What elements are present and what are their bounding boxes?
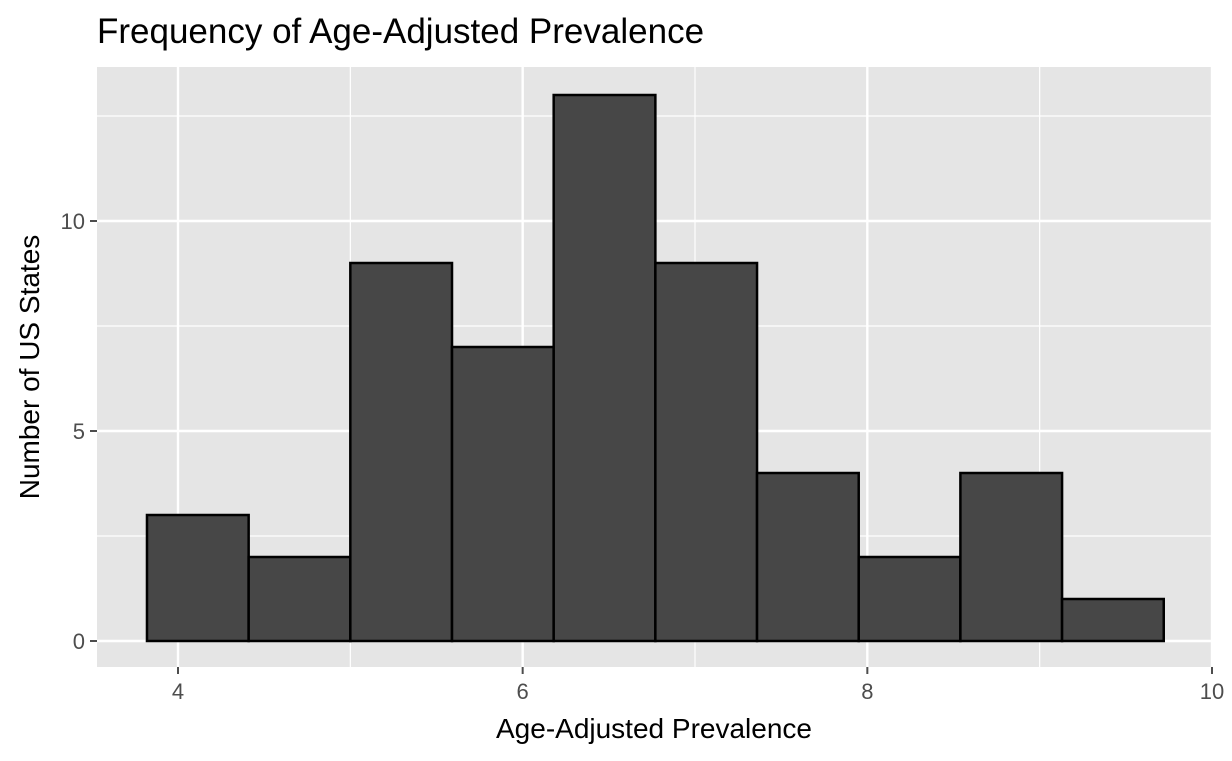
histogram-bar (857, 555, 962, 643)
y-axis-title: Number of US States (14, 235, 45, 500)
x-tick-label: 10 (1200, 679, 1224, 704)
histogram-bar (247, 555, 352, 643)
histogram-bar (552, 93, 657, 643)
y-tick-label: 5 (73, 419, 85, 444)
x-axis-title: Age-Adjusted Prevalence (496, 713, 812, 744)
histogram-bar (349, 261, 454, 643)
histogram-bars (145, 93, 1165, 643)
histogram-bar (959, 471, 1064, 643)
chart-title: Frequency of Age-Adjusted Prevalence (97, 12, 704, 51)
x-tick-label: 6 (517, 679, 529, 704)
x-axis: 4 6 8 10 (172, 667, 1224, 704)
y-tick-label: 0 (73, 629, 85, 654)
x-tick-label: 8 (861, 679, 873, 704)
histogram-bar (1060, 597, 1165, 643)
x-tick-label: 4 (172, 679, 184, 704)
histogram-bar (145, 513, 250, 643)
histogram-bar (450, 345, 555, 643)
histogram-bar (755, 471, 860, 643)
y-axis: 0 5 10 (61, 209, 97, 654)
y-tick-label: 10 (61, 209, 85, 234)
histogram-bar (654, 261, 759, 643)
